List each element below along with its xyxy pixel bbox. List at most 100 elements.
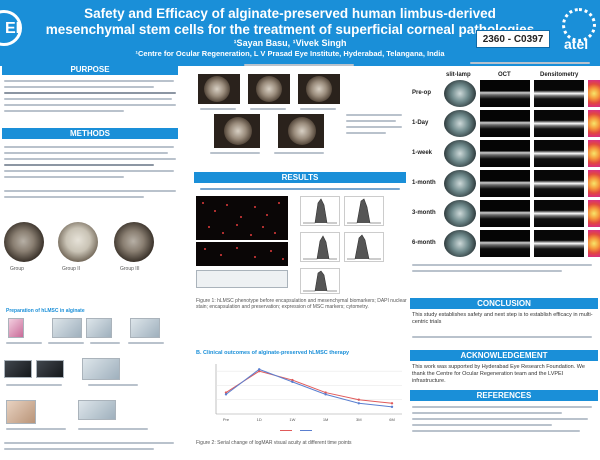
- timepoint-label: 6-month: [412, 240, 436, 246]
- flow-histogram-3: [300, 232, 340, 262]
- oct-scan-image: [480, 230, 530, 257]
- timepoint-label: 1-Day: [412, 120, 429, 126]
- poster-title: Safety and Efficacy of alginate-preserve…: [45, 6, 535, 37]
- slit-lamp-image: [444, 140, 476, 167]
- transport-photo: [82, 358, 120, 380]
- series-line-1: [225, 370, 393, 404]
- poster-authors: ¹Sayan Basu, ¹Vivek Singh: [233, 38, 347, 48]
- timepoint-label: 1-week: [412, 150, 433, 156]
- results-heading: RESULTS: [194, 172, 406, 183]
- acknowledgement-heading: ACKNOWLEDGEMENT: [410, 350, 598, 361]
- beads-dark-photo: [4, 360, 32, 378]
- flow-histogram-4: [344, 232, 384, 262]
- alginate-dish-photo: [52, 318, 82, 338]
- x-tick-label: 1W: [289, 417, 295, 422]
- preop-eye-photo-2: [248, 74, 290, 104]
- beads-dark-photo-2: [36, 360, 64, 378]
- oct-scan-image: [480, 80, 530, 107]
- preop-eye-photo-3: [298, 74, 340, 104]
- col-slit-lamp: slit-lamp: [446, 72, 471, 78]
- series-2-point: [390, 405, 394, 409]
- institute-logo: EI: [0, 10, 22, 46]
- densitometry-image: [534, 140, 584, 167]
- poster-header: EI Safety and Efficacy of alginate-prese…: [0, 0, 600, 66]
- series-1-point: [224, 391, 228, 394]
- poster-code-badge: 2360 - C0397: [476, 30, 550, 48]
- visual-acuity-chart: Pre 1D 1W 1M 3M 6M: [215, 364, 402, 422]
- methods-heading: METHODS: [2, 128, 178, 139]
- series-2-point: [357, 402, 360, 405]
- pachy-map-image: [588, 80, 600, 107]
- preop-eye-photo-1: [198, 74, 240, 104]
- densitometry-image: [534, 230, 584, 257]
- fluorescence-panel-2: [196, 242, 288, 266]
- group-1-label: Group: [10, 266, 24, 272]
- pachy-map-image: [588, 200, 600, 227]
- slit-lamp-image: [444, 200, 476, 227]
- figure-2-caption: Figure 2: Serial change of logMAR visual…: [196, 440, 352, 446]
- group-2-eye-photo: [58, 222, 98, 262]
- pachy-map-image: [588, 170, 600, 197]
- bead-photo: [130, 318, 160, 338]
- pachy-map-image: [588, 140, 600, 167]
- timepoint-label: 3-month: [412, 210, 436, 216]
- densitometry-image: [534, 200, 584, 227]
- col-oct: OCT: [498, 72, 511, 78]
- series-1-point: [258, 369, 261, 373]
- series-1-point: [357, 398, 360, 401]
- group-3-eye-photo: [114, 222, 154, 262]
- series-2-point: [224, 393, 228, 396]
- purpose-heading: PURPOSE: [2, 64, 178, 75]
- slit-lamp-image: [444, 80, 476, 107]
- fluorescence-panel: [196, 196, 288, 240]
- x-tick-label: 1D: [257, 417, 262, 422]
- poster-affiliation: ¹Centre for Ocular Regeneration, L V Pra…: [135, 49, 445, 58]
- series-2-point: [324, 393, 327, 396]
- clinical-outcomes-title: B. Clinical outcomes of alginate-preserv…: [196, 350, 350, 356]
- flow-histogram-5: [300, 268, 340, 294]
- x-tick-label: 6M: [389, 417, 395, 422]
- postop-eye-photo-1: [214, 114, 260, 148]
- series-1-point: [291, 378, 294, 382]
- culture-flask-photo: [8, 318, 24, 338]
- legend-series-2: [300, 430, 312, 431]
- oct-scan-image: [480, 200, 530, 227]
- timepoint-label: 1-month: [412, 180, 436, 186]
- x-tick-label: 3M: [356, 417, 362, 422]
- flow-histogram-1: [300, 196, 340, 226]
- figure-1-caption: Figure 1: hLMSC phenotype before encapsu…: [196, 298, 407, 310]
- series-2-point: [291, 380, 294, 384]
- legend-series-1: [280, 430, 292, 431]
- pachy-map-image: [588, 110, 600, 137]
- series-1-point: [390, 402, 394, 405]
- slit-lamp-image: [444, 110, 476, 137]
- x-tick-label: Pre: [223, 417, 230, 422]
- gelation-photo: [86, 318, 112, 338]
- surgery-photo: [6, 400, 36, 424]
- col-densitometry: Densitometry: [540, 72, 579, 78]
- thaw-photo: [78, 400, 116, 420]
- group-1-eye-photo: [4, 222, 44, 262]
- pachy-map-image: [588, 230, 600, 257]
- group-2-label: Group II: [62, 266, 81, 272]
- conclusion-text: This study establishes safety and next s…: [412, 312, 593, 325]
- postop-eye-photo-2: [278, 114, 324, 148]
- densitometry-image: [534, 110, 584, 137]
- series-2-point: [258, 368, 261, 371]
- oct-scan-image: [480, 110, 530, 137]
- conclusion-heading: CONCLUSION: [410, 298, 598, 309]
- densitometry-image: [534, 80, 584, 107]
- series-line-2: [225, 368, 393, 408]
- densitometry-image: [534, 170, 584, 197]
- flow-histogram-2: [344, 196, 384, 226]
- group-3-label: Group III: [120, 266, 140, 272]
- encapsulation-panel: [196, 270, 288, 288]
- sponsor-logo: atel: [556, 8, 600, 56]
- x-tick-label: 1M: [323, 417, 329, 422]
- methods-subhead: Preparation of hLMSC in alginate: [6, 308, 85, 314]
- slit-lamp-image: [444, 170, 476, 197]
- oct-scan-image: [480, 170, 530, 197]
- oct-scan-image: [480, 140, 530, 167]
- slit-lamp-image: [444, 230, 476, 257]
- series-1-point: [324, 391, 327, 394]
